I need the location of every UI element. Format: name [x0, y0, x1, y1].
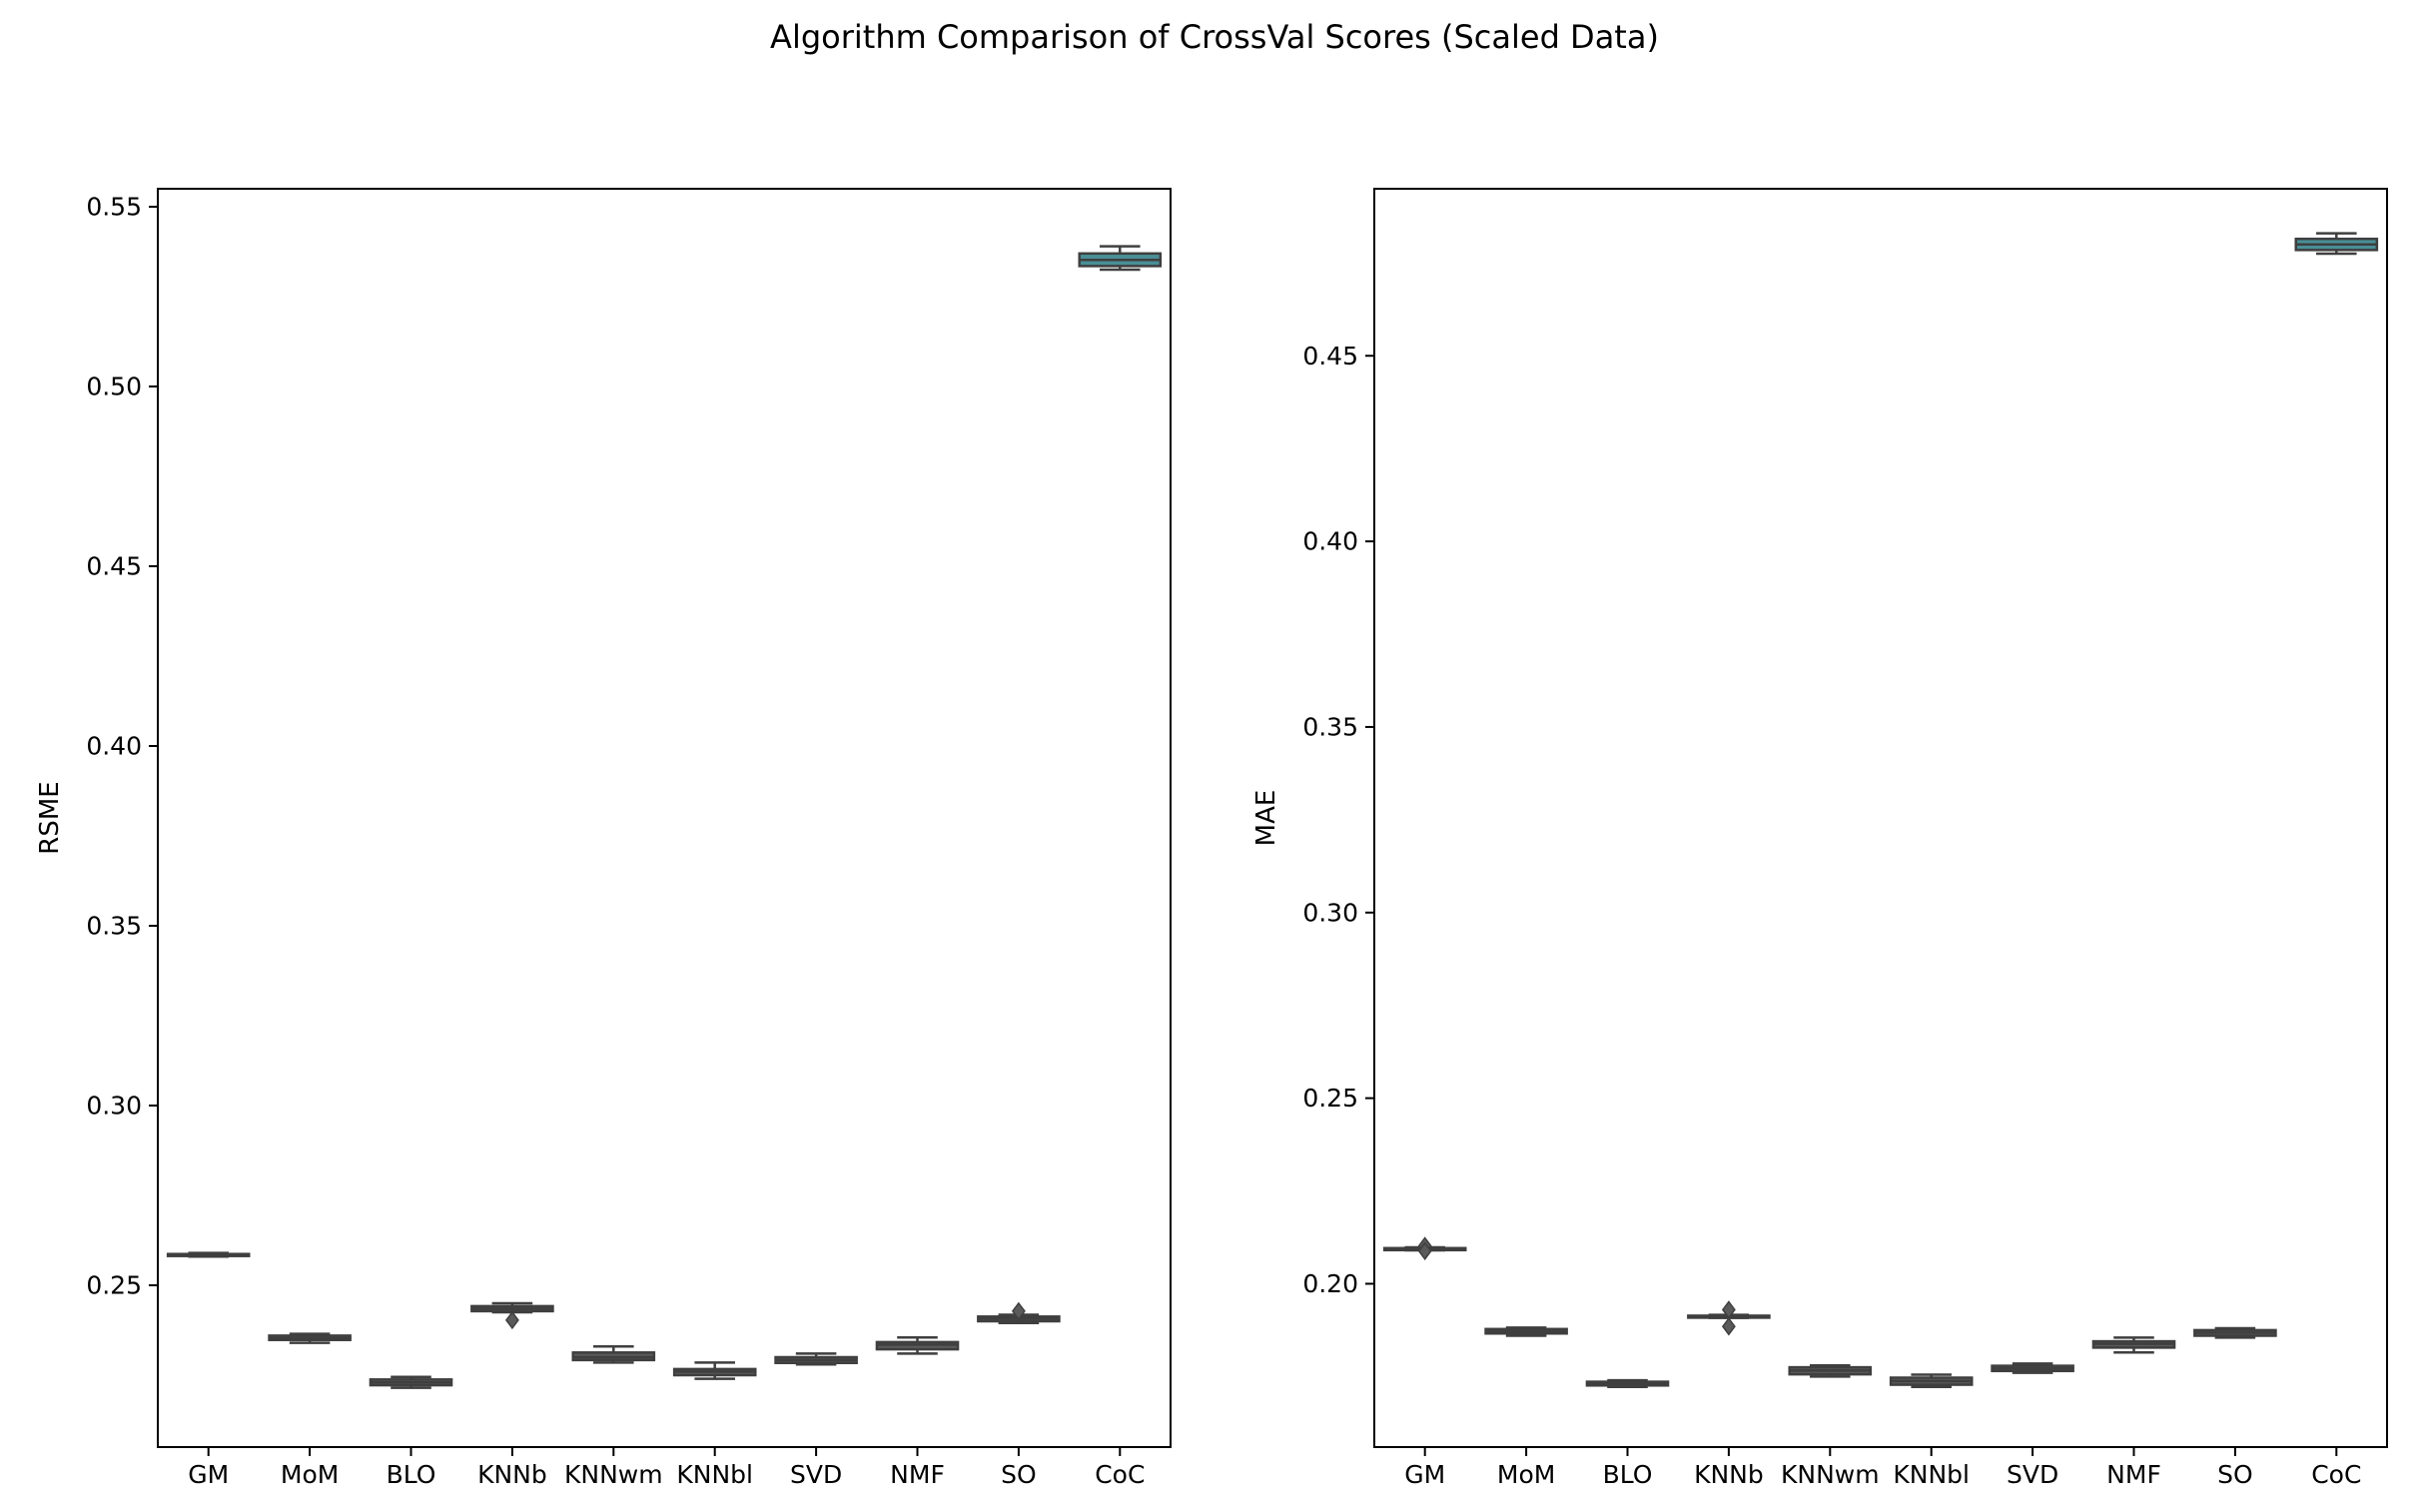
y-ticks: 0.20 0.25 0.30 0.35 0.40 0.45 — [1302, 342, 1374, 1298]
box-blo — [369, 1375, 453, 1389]
x-tick-label: KNNbl — [1893, 1460, 1970, 1489]
box-mom — [1484, 1326, 1568, 1337]
x-tick-label: BLO — [387, 1460, 436, 1489]
rsme-panel: RSME 0.25 0.30 0.35 0.40 0.45 0.50 0.55 GM MoM B… — [35, 188, 1172, 1489]
y-tick-label: 0.25 — [86, 1271, 142, 1300]
box-so — [977, 1301, 1061, 1325]
x-tick-label: CoC — [1095, 1460, 1145, 1489]
boxes — [1382, 232, 2379, 1389]
box-knnbl — [1889, 1373, 1974, 1389]
box-svd — [1991, 1362, 2074, 1374]
x-tick-label: GM — [1404, 1460, 1445, 1489]
box-coc — [1078, 245, 1163, 272]
x-tick-label: SO — [1001, 1460, 1037, 1489]
x-ticks: GM MoM BLO KNNb KNNwm KNNbl SVD NMF SO CoC — [1404, 1447, 2361, 1489]
x-tick-label: KNNbl — [676, 1460, 753, 1489]
y-tick-label: 0.55 — [86, 193, 142, 222]
y-ticks: 0.25 0.30 0.35 0.40 0.45 0.50 0.55 — [86, 193, 158, 1300]
x-tick-label: SVD — [790, 1460, 842, 1489]
flier-point — [1417, 1241, 1432, 1260]
plot-frame — [1373, 188, 2388, 1448]
y-tick-label: 0.45 — [86, 552, 142, 581]
box-blo — [1585, 1378, 1670, 1389]
x-tick-label: MoM — [1497, 1460, 1555, 1489]
flier-point — [1011, 1301, 1026, 1321]
y-tick-label: 0.35 — [86, 912, 142, 941]
x-tick-label: NMF — [2106, 1460, 2161, 1489]
y-tick-label: 0.25 — [1302, 1084, 1358, 1113]
x-tick-label: BLO — [1603, 1460, 1653, 1489]
x-tick-label: CoC — [2311, 1460, 2361, 1489]
x-tick-label: MoM — [281, 1460, 339, 1489]
y-tick-label: 0.30 — [86, 1092, 142, 1121]
x-tick-label: KNNb — [1694, 1460, 1764, 1489]
box-so — [2193, 1326, 2277, 1339]
box-nmf — [2091, 1336, 2176, 1354]
box-gm — [1382, 1236, 1467, 1260]
x-ticks: GM MoM BLO KNNb KNNwm KNNbl SVD NMF SO CoC — [188, 1447, 1145, 1489]
box-knnb — [1687, 1300, 1771, 1336]
box-mom — [268, 1332, 352, 1344]
y-axis-label: MAE — [1251, 790, 1281, 847]
x-tick-label: SO — [2217, 1460, 2253, 1489]
boxes — [166, 245, 1163, 1389]
box-svd — [774, 1352, 858, 1366]
box-knnb — [470, 1301, 554, 1330]
x-tick-label: GM — [188, 1460, 229, 1489]
flier-point — [1721, 1316, 1736, 1336]
box-knnwm — [1788, 1363, 1873, 1378]
x-tick-label: SVD — [2007, 1460, 2058, 1489]
y-axis-label: RSME — [35, 781, 65, 854]
figure-title: Algorithm Comparison of CrossVal Scores … — [770, 18, 1659, 56]
y-tick-label: 0.40 — [1302, 527, 1358, 556]
y-tick-label: 0.20 — [1302, 1269, 1358, 1298]
x-tick-label: KNNb — [477, 1460, 547, 1489]
box-coc — [2294, 232, 2379, 256]
y-tick-label: 0.45 — [1302, 342, 1358, 371]
y-tick-label: 0.35 — [1302, 712, 1358, 741]
y-tick-label: 0.30 — [1302, 898, 1358, 927]
box-gm — [166, 1251, 251, 1258]
flier-point — [504, 1310, 519, 1330]
box-knnbl — [672, 1361, 757, 1380]
box-nmf — [875, 1335, 960, 1355]
x-tick-label: KNNwm — [1781, 1460, 1880, 1489]
box-knnwm — [571, 1344, 656, 1364]
x-tick-label: KNNwm — [564, 1460, 663, 1489]
y-tick-label: 0.40 — [86, 732, 142, 761]
y-tick-label: 0.50 — [86, 373, 142, 401]
mae-panel: MAE 0.20 0.25 0.30 0.35 0.40 0.45 GM MoM BLO KNN… — [1251, 188, 2388, 1489]
x-tick-label: NMF — [890, 1460, 945, 1489]
plot-frame — [157, 188, 1172, 1448]
